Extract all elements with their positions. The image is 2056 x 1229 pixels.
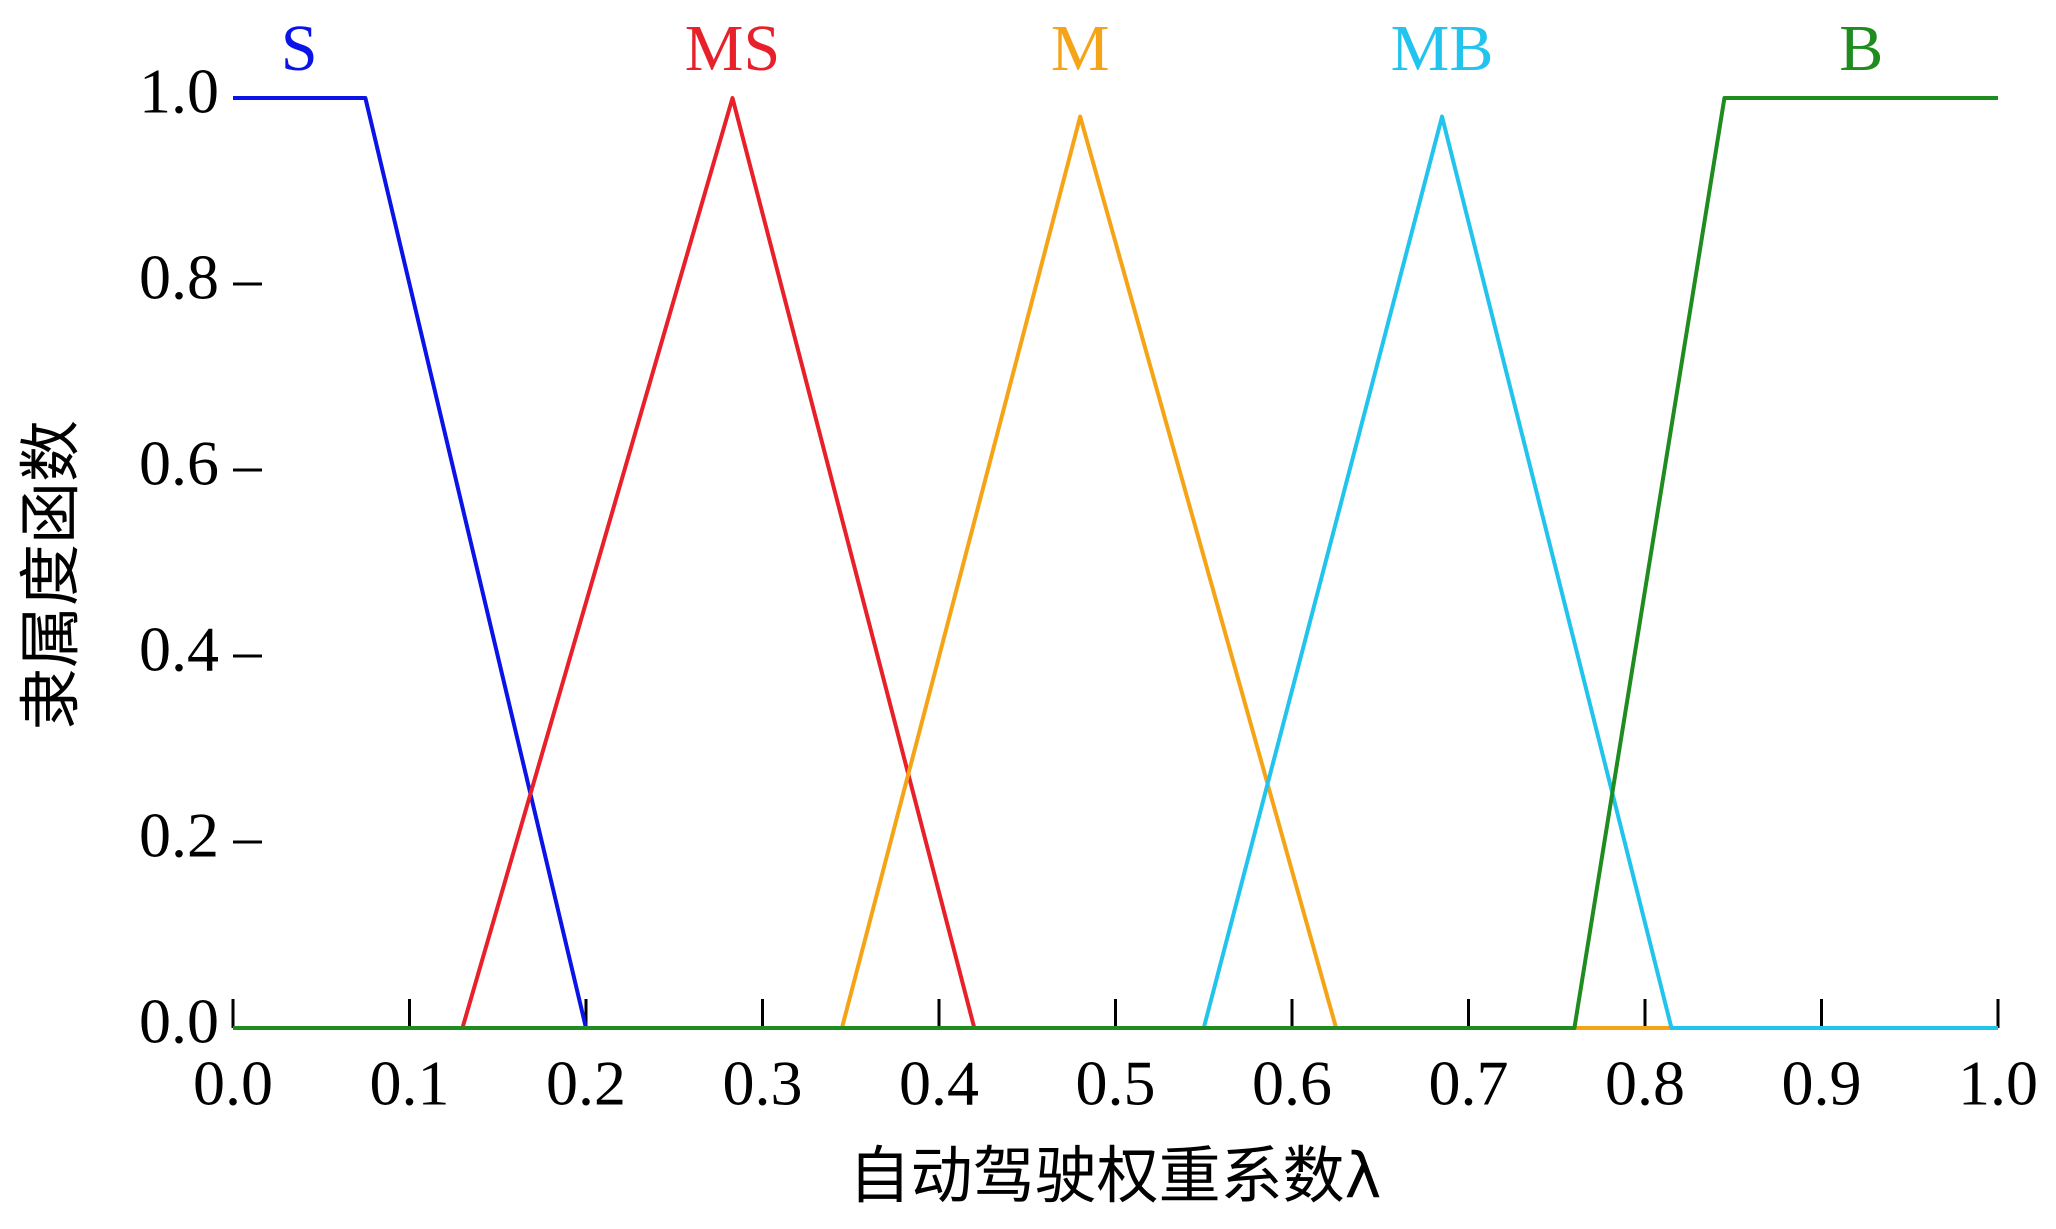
y-axis-title: 隶属度函数	[14, 420, 87, 730]
x-tick-label: 0.8	[1605, 1048, 1685, 1119]
series-line	[233, 114, 1998, 1030]
series-line	[233, 96, 1998, 1030]
x-tick-label: 0.6	[1252, 1048, 1332, 1119]
series-label: M	[1051, 12, 1110, 85]
x-tick-label: 1.0	[1958, 1048, 2038, 1119]
x-tick-label: 0.2	[546, 1048, 626, 1119]
x-tick-label: 0.4	[899, 1048, 979, 1119]
series-label: S	[281, 12, 318, 85]
y-tick-label: 0.4	[139, 614, 219, 685]
y-tick-label: 0.0	[139, 986, 219, 1057]
y-tick-label: 0.8	[139, 242, 219, 313]
x-tick-label: 0.3	[723, 1048, 803, 1119]
x-tick-label: 0.1	[370, 1048, 450, 1119]
series-label: MB	[1391, 12, 1494, 85]
series-label: MS	[685, 12, 780, 85]
x-tick-label: 0.9	[1782, 1048, 1862, 1119]
x-tick-label: 0.5	[1076, 1048, 1156, 1119]
y-tick-label: 0.6	[139, 428, 219, 499]
x-tick-label: 0.0	[193, 1048, 273, 1119]
y-tick-label: 1.0	[139, 56, 219, 127]
x-axis-title: 自动驾驶权重系数λ	[849, 1139, 1382, 1212]
series-line	[233, 114, 1998, 1030]
y-tick-label: 0.2	[139, 800, 219, 871]
x-tick-label: 0.7	[1429, 1048, 1509, 1119]
series-label: B	[1839, 12, 1883, 85]
